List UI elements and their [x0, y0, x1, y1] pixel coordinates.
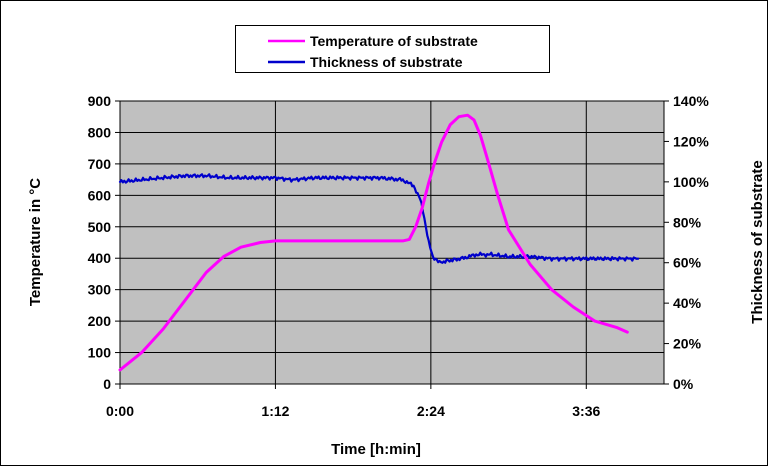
series-line-thickness — [118, 173, 640, 264]
y-tick-label: 800 — [88, 124, 112, 140]
y-tick-label: 900 — [88, 93, 112, 109]
x-tick-label: 1:12 — [261, 403, 289, 419]
x-tick-label: 0:00 — [106, 403, 134, 419]
y2-tick-label: 140% — [673, 93, 709, 109]
plot-area — [119, 100, 665, 385]
y-axis-title: Temperature in °C — [27, 178, 44, 306]
y-tick-label: 400 — [88, 250, 112, 266]
series-layer — [118, 113, 640, 372]
y2-tick-label: 40% — [673, 295, 702, 311]
y2-tick-label: 120% — [673, 133, 709, 149]
y-tick-label: 300 — [88, 282, 112, 298]
series-line-temperature — [118, 113, 629, 372]
y2-tick-label: 60% — [673, 255, 702, 271]
legend-box — [235, 25, 550, 73]
plot-background — [119, 100, 665, 385]
y2-axis-title: Thickness of substrate — [749, 160, 766, 323]
x-axis-title: Time [h:min] — [331, 441, 421, 458]
y-tick-label: 600 — [88, 187, 112, 203]
legend-label-temperature: Temperature of substrate — [310, 33, 478, 49]
x-tick-label: 3:36 — [572, 403, 600, 419]
y2-tick-label: 80% — [673, 214, 702, 230]
axes: 0 100 200 300 400 500 600 700 800 900 0% 20% 40% 60% 8… — [88, 93, 710, 419]
y-tick-label: 700 — [88, 156, 112, 172]
legend-label-thickness: Thickness of substrate — [310, 54, 463, 70]
legend: Temperature of substrate Thickness of su… — [235, 25, 550, 73]
y-tick-label: 500 — [88, 219, 112, 235]
y2-tick-label: 0% — [673, 376, 694, 392]
y2-tick-label: 20% — [673, 336, 702, 352]
y-tick-label: 200 — [88, 313, 112, 329]
y-tick-label: 100 — [88, 345, 112, 361]
x-tick-label: 2:24 — [417, 403, 445, 419]
y2-tick-label: 100% — [673, 174, 709, 190]
y-tick-label: 0 — [103, 376, 111, 392]
